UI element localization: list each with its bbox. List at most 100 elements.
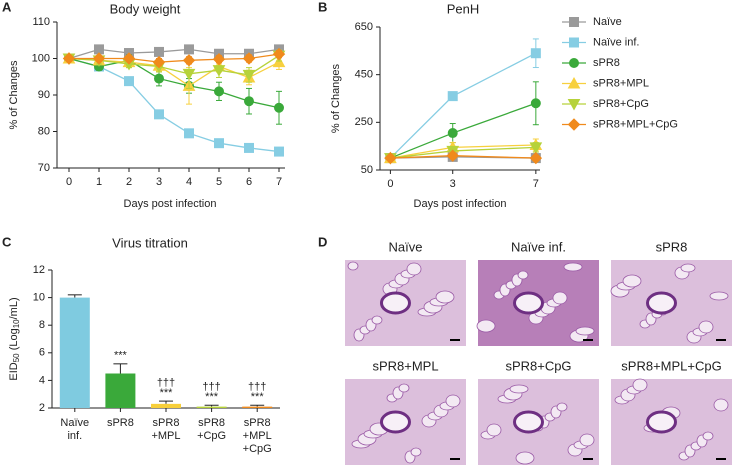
airway [513,291,544,315]
airway [380,410,411,434]
alveolus [509,384,529,394]
marker [184,128,194,139]
legend-label: sPR8+MPL [593,77,649,89]
y-tick-label: 8 [39,319,45,331]
image-caption: sPR8 [656,239,688,254]
marker [212,53,226,66]
alveolus [476,319,496,333]
y-tick-label: 70 [38,162,50,174]
marker [214,138,224,149]
panel-label: B [318,0,327,14]
y-tick-label: 90 [38,89,50,101]
alveolus [398,383,410,393]
x-tick-label: sPR8 [153,417,180,429]
series-line [68,57,280,109]
legend-label: Naïve inf. [593,36,639,48]
image-caption: sPR8+CpG [505,358,571,373]
alveolus [680,263,696,273]
x-tick-label: 7 [276,176,282,188]
x-tick-label: 0 [387,178,393,190]
airway [513,410,544,434]
marker [212,65,226,77]
alveolus [486,423,502,437]
marker [569,37,579,48]
marker [274,102,284,113]
y-tick-label: 80 [38,125,50,137]
marker [274,146,284,157]
panel-label: A [2,0,12,14]
marker [122,52,136,65]
x-axis-label: Days post infection [124,198,217,210]
marker [152,55,166,69]
y-label-part: /mL) [8,297,20,319]
y-tick-label: 450 [355,69,373,81]
y-tick-label: 50 [361,164,373,176]
marker [182,68,196,81]
y-tick-label: 6 [39,347,45,359]
alveolus [410,447,422,457]
panel-label: C [2,234,12,249]
x-tick-label: 2 [126,176,132,188]
error-bar [67,294,82,298]
marker [242,69,256,82]
marker [272,47,286,61]
marker [530,98,541,109]
y-tick-label: 2 [39,402,45,414]
x-tick-label: 0 [66,176,72,188]
x-tick-label: Naïve [60,417,89,429]
marker [567,118,581,131]
x-tick-label: 6 [246,176,252,188]
marker [214,86,224,97]
marker [446,149,459,162]
error-bar [204,404,219,407]
alveolus [552,291,568,305]
marker [154,73,164,84]
alveolus [709,291,729,301]
alveolus [632,378,648,392]
y-tick-label: 12 [33,264,45,276]
airway [646,410,677,434]
alveolus [698,320,714,334]
alveolus [517,270,529,280]
x-tick-label: 4 [186,176,192,188]
alveolus [702,431,714,441]
alveolus [371,315,383,325]
chart-title: Body weight [110,1,181,16]
x-tick-label: 1 [96,176,102,188]
y-tick-label: 100 [32,52,50,64]
y-axis-label: % of Changes [8,60,20,130]
marker [384,151,397,165]
alveolus [563,262,583,272]
x-tick-label: sPR8 [198,417,225,429]
y-tick-label: 650 [355,21,373,33]
series-line [389,52,537,159]
alveolus [435,290,455,304]
alveolus [347,261,359,271]
y-axis-label: % of Changes [330,63,342,133]
image-caption: sPR8+MPL+CpG [621,358,721,373]
y-label-part: EID [8,362,20,380]
marker [244,96,254,107]
error-bar [113,363,128,374]
y-axis-label: EID50 (Log10/mL) [8,297,21,380]
marker [244,142,254,153]
panel-label: D [318,234,327,249]
marker [567,99,581,111]
significance-label: ††† [157,377,175,389]
x-tick-label: sPR8 [244,417,271,429]
bar [151,403,181,408]
significance-label: ††† [248,381,266,393]
legend-label: sPR8+MPL+CpG [593,118,678,130]
marker [62,52,76,65]
marker [182,54,196,67]
x-tick-label: inf. [67,430,82,442]
bar [105,373,136,408]
x-tick-label: 7 [533,178,539,190]
marker [242,52,256,65]
error-bar [250,404,265,407]
y-label-part: 10 [12,319,21,328]
marker [530,48,541,59]
alveolus [713,398,729,412]
y-label-part: (Log [8,328,20,353]
